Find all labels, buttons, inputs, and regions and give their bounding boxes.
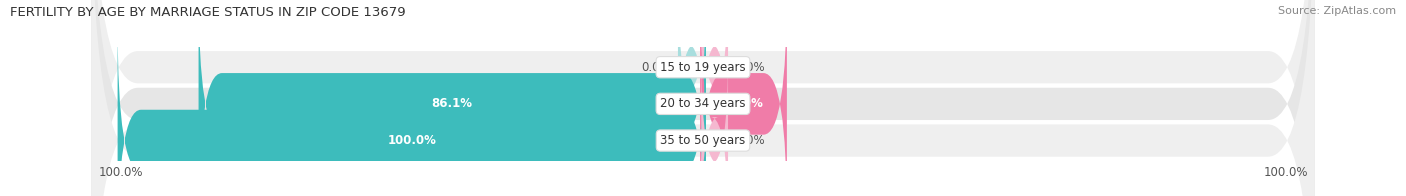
Text: 13.9%: 13.9% bbox=[723, 97, 763, 110]
Text: 15 to 19 years: 15 to 19 years bbox=[661, 61, 745, 74]
FancyBboxPatch shape bbox=[702, 54, 728, 196]
FancyBboxPatch shape bbox=[91, 0, 1315, 196]
Text: Source: ZipAtlas.com: Source: ZipAtlas.com bbox=[1278, 6, 1396, 16]
FancyBboxPatch shape bbox=[91, 0, 1315, 196]
Text: 20 to 34 years: 20 to 34 years bbox=[661, 97, 745, 110]
FancyBboxPatch shape bbox=[198, 0, 706, 196]
Text: 0.0%: 0.0% bbox=[641, 61, 671, 74]
FancyBboxPatch shape bbox=[118, 25, 706, 196]
Text: FERTILITY BY AGE BY MARRIAGE STATUS IN ZIP CODE 13679: FERTILITY BY AGE BY MARRIAGE STATUS IN Z… bbox=[10, 6, 405, 19]
Text: 35 to 50 years: 35 to 50 years bbox=[661, 134, 745, 147]
FancyBboxPatch shape bbox=[678, 0, 704, 154]
Text: 100.0%: 100.0% bbox=[387, 134, 436, 147]
Text: 0.0%: 0.0% bbox=[735, 134, 765, 147]
Text: 86.1%: 86.1% bbox=[432, 97, 472, 110]
FancyBboxPatch shape bbox=[702, 0, 728, 154]
FancyBboxPatch shape bbox=[700, 0, 787, 196]
Text: 0.0%: 0.0% bbox=[735, 61, 765, 74]
FancyBboxPatch shape bbox=[91, 0, 1315, 196]
